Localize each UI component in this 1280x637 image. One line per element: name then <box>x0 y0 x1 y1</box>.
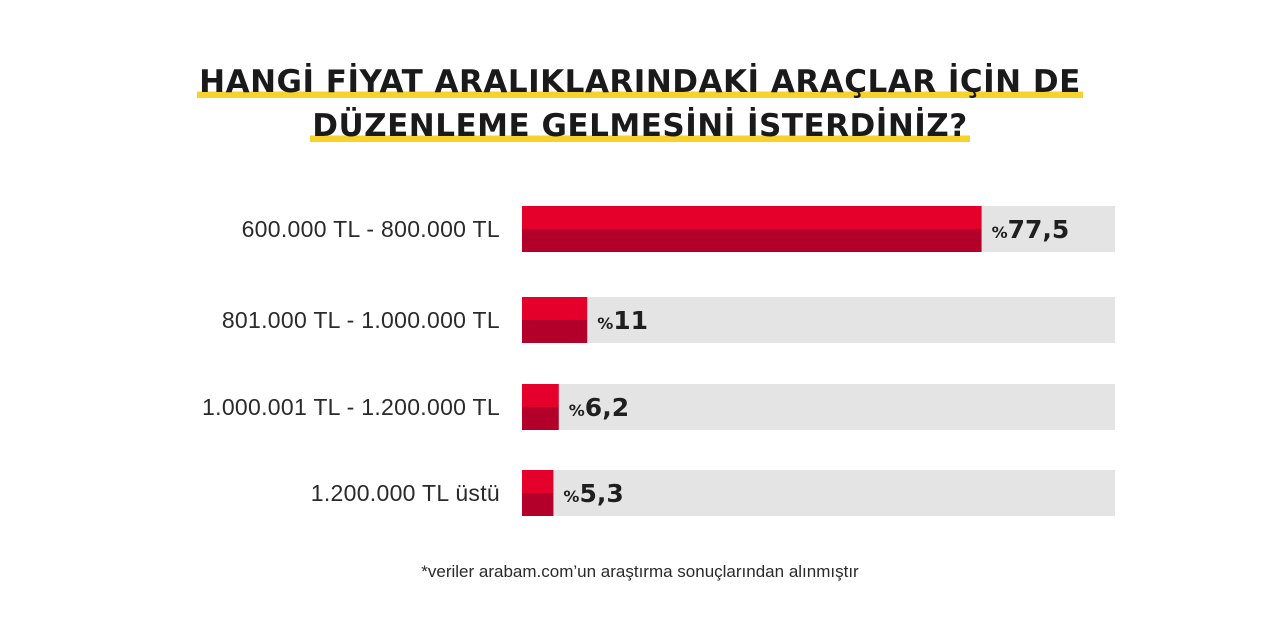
bar-top-half <box>522 470 554 493</box>
bar-row: 1.200.000 TL üstü %5,3 <box>311 470 1115 516</box>
bar-bottom-half <box>522 320 588 343</box>
category-label: 1.200.000 TL üstü <box>311 480 500 506</box>
data-label-value: 11 <box>613 306 648 335</box>
bar <box>522 470 554 516</box>
bar-top-half <box>522 297 588 320</box>
bar-bottom-half <box>522 229 982 252</box>
bar-row: 801.000 TL - 1.000.000 TL %11 <box>222 297 1115 343</box>
bar <box>522 384 559 430</box>
data-label: %77,5 <box>992 215 1070 244</box>
chart-title-line-1: HANGİ FİYAT ARALIKLARINDAKİ ARAÇLAR İÇİN… <box>197 62 1083 102</box>
chart-title: HANGİ FİYAT ARALIKLARINDAKİ ARAÇLAR İÇİN… <box>0 62 1280 146</box>
bar-top-half <box>522 384 559 407</box>
category-label: 801.000 TL - 1.000.000 TL <box>222 307 500 333</box>
bar-track <box>522 470 1115 516</box>
data-label-prefix: % <box>992 223 1008 242</box>
bar-row: 600.000 TL - 800.000 TL %77,5 <box>242 206 1115 252</box>
data-label-value: 5,3 <box>579 479 623 508</box>
bar <box>522 297 588 343</box>
category-label: 600.000 TL - 800.000 TL <box>242 216 500 242</box>
data-label-prefix: % <box>563 487 579 506</box>
data-label-prefix: % <box>569 401 585 420</box>
category-label: 1.000.001 TL - 1.200.000 TL <box>202 394 500 420</box>
bar <box>522 206 982 252</box>
bar-bottom-half <box>522 407 559 430</box>
bar-top-half <box>522 206 982 229</box>
data-label-prefix: % <box>597 314 613 333</box>
source-footnote: *veriler arabam.com’un araştırma sonuçla… <box>421 562 859 581</box>
bar-track <box>522 384 1115 430</box>
data-label: %6,2 <box>569 393 629 422</box>
bar-row: 1.000.001 TL - 1.200.000 TL %6,2 <box>202 384 1115 430</box>
data-label-value: 6,2 <box>585 393 629 422</box>
bar-track <box>522 297 1115 343</box>
data-label: %5,3 <box>563 479 623 508</box>
chart-title-line-2: DÜZENLEME GELMESİNİ İSTERDİNİZ? <box>310 106 970 146</box>
data-label: %11 <box>597 306 648 335</box>
data-label-value: 77,5 <box>1008 215 1070 244</box>
bar-bottom-half <box>522 493 554 516</box>
